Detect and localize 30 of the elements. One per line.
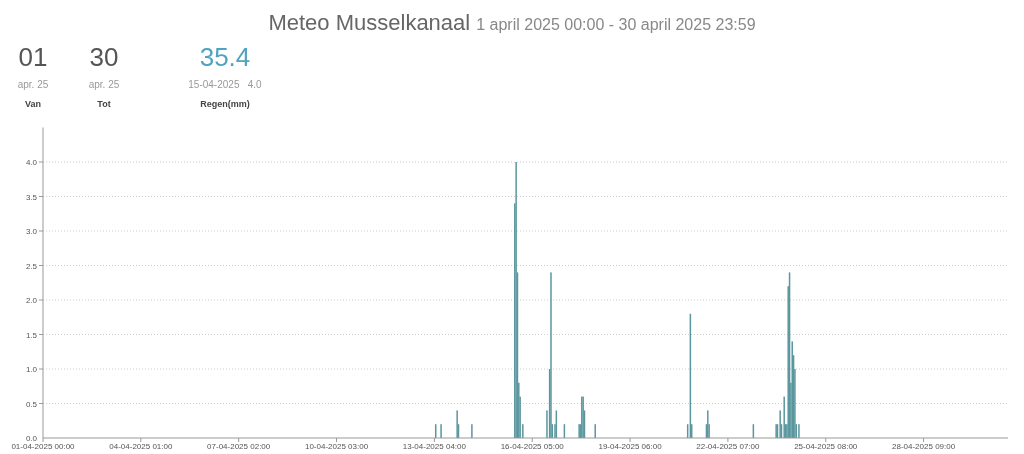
text: Regen(mm) <box>200 99 250 109</box>
y-tick-label: 0.0 <box>25 434 38 443</box>
x-tick-label: 07-04-2025 02:00 <box>207 442 271 451</box>
x-tick-label: 16-04-2025 05:00 <box>500 442 565 451</box>
y-tick-label: 0.5 <box>25 399 38 409</box>
x-tick-label: 10-04-2025 03:00 <box>304 442 369 451</box>
text: 35.4 <box>199 42 251 72</box>
text: apr. 25 <box>17 79 49 90</box>
x-tick-label: 22-04-2025 07:00 <box>696 442 761 451</box>
text: 30 <box>89 42 119 72</box>
y-tick-label: 1.5 <box>25 330 38 340</box>
text: Tot <box>97 99 111 109</box>
x-tick-label: 01-04-2025 00:00 <box>11 442 76 451</box>
y-tick-label: 1.0 <box>25 365 38 374</box>
text: apr. 25 <box>88 79 120 90</box>
text: 15-04-2025 4.0 <box>188 79 263 90</box>
y-tick-label: 3.5 <box>25 192 38 202</box>
x-tick-label: 19-04-2025 06:00 <box>598 442 663 451</box>
y-tick-label: 2.0 <box>25 296 38 305</box>
x-tick-label: 28-04-2025 09:00 <box>892 442 956 451</box>
chart-subtitle: 1 april 2025 00:00 - 30 april 2025 23:59 <box>476 16 756 33</box>
x-tick-label: 04-04-2025 01:00 <box>109 442 173 451</box>
x-tick-label: 13-04-2025 04:00 <box>402 442 467 451</box>
y-tick-label: 2.5 <box>25 261 38 271</box>
y-tick-label: 4.0 <box>25 158 38 167</box>
chart-title: Meteo Musselkanaal <box>268 10 471 35</box>
text: Van <box>24 99 42 109</box>
text: 01 <box>18 42 48 72</box>
x-tick-label: 25-04-2025 08:00 <box>794 442 858 451</box>
y-tick-label: 3.0 <box>25 227 38 236</box>
